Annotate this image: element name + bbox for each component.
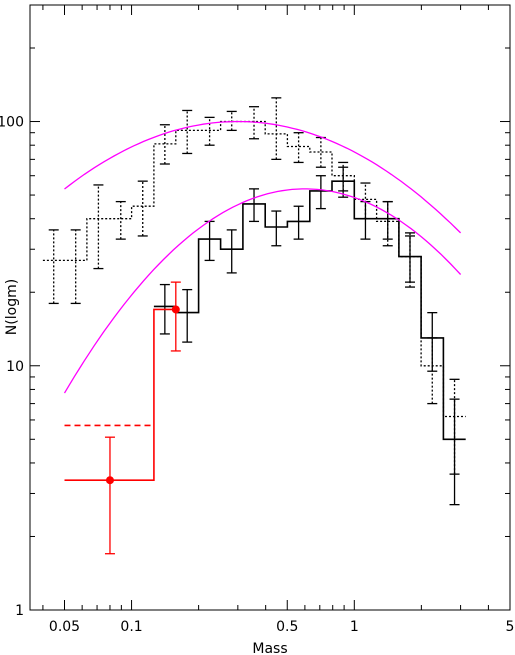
red-data-point	[171, 305, 180, 314]
fit-curve	[63, 188, 462, 394]
y-axis-label: N(logm)	[4, 279, 20, 335]
x-tick-label: 0.05	[49, 619, 80, 635]
x-tick-label: 1	[350, 619, 359, 635]
tick-labels: 0.05 0.1 0.5 1 5 1 10 100	[0, 115, 514, 635]
red-histogram	[64, 308, 176, 481]
axis-ticks	[30, 4, 511, 611]
solid-histogram	[153, 180, 466, 441]
plot-frame	[29, 4, 511, 611]
y-tick-label: 100	[0, 115, 24, 131]
x-tick-label: 5	[506, 619, 515, 635]
fit-curve	[64, 120, 462, 234]
chart-marks	[42, 97, 466, 555]
y-tick-label: 1	[15, 603, 24, 619]
y-tick-label: 10	[6, 359, 24, 375]
dotted-histogram	[42, 120, 466, 418]
x-axis-label: Mass	[252, 641, 287, 655]
x-tick-label: 0.5	[276, 619, 298, 635]
x-tick-label: 0.1	[120, 619, 142, 635]
red-data-point	[105, 476, 114, 485]
